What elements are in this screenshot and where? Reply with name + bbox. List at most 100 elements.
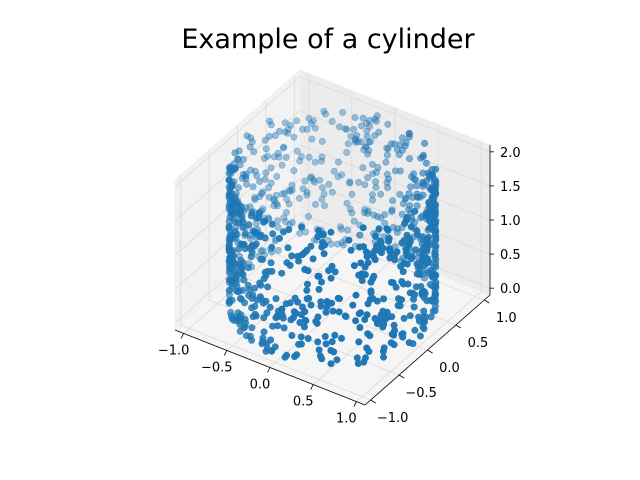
scatter-point <box>251 284 259 292</box>
scatter-point <box>357 259 365 267</box>
scatter-point <box>235 184 243 192</box>
scatter-point <box>362 143 370 151</box>
scatter-point <box>374 164 382 172</box>
scatter-point <box>371 115 379 123</box>
scatter-point <box>346 178 354 186</box>
scatter-point <box>270 197 278 205</box>
scatter-point <box>311 124 319 132</box>
scatter-point <box>228 296 236 304</box>
scatter-point <box>365 147 373 155</box>
scatter-point <box>328 338 336 346</box>
scatter-point <box>337 223 345 231</box>
scatter-point <box>274 247 282 255</box>
scatter-point <box>280 143 288 151</box>
axes-lines <box>174 145 494 407</box>
scatter-point <box>372 168 380 176</box>
scatter-point <box>270 153 278 161</box>
scatter-point <box>268 267 276 275</box>
scatter-point <box>406 289 414 297</box>
scatter-point <box>266 117 274 125</box>
scatter-point <box>321 241 329 249</box>
scatter-point <box>365 138 373 146</box>
scatter-point <box>350 217 358 225</box>
scatter-point <box>328 188 336 196</box>
scatter-point <box>363 133 371 141</box>
scatter-point <box>342 312 350 320</box>
x-tick-label: 0.5 <box>293 395 314 410</box>
y-tick-mark <box>427 349 433 354</box>
scatter-point <box>317 302 325 310</box>
scatter-point <box>364 207 372 215</box>
x-tick-mark <box>267 367 271 373</box>
scatter-point <box>288 252 296 260</box>
scatter-point <box>419 191 427 199</box>
scatter-point <box>413 270 421 278</box>
scatter-point <box>388 330 396 338</box>
scatter-point <box>260 328 268 336</box>
scatter-point <box>304 213 312 221</box>
scatter-point <box>251 302 259 310</box>
scatter-point <box>427 186 435 194</box>
scatter-point <box>232 231 240 239</box>
scatter-point <box>431 249 439 257</box>
scatter-point <box>306 174 314 182</box>
scatter-point <box>383 225 391 233</box>
scatter-point <box>293 117 301 125</box>
scatter-point <box>307 242 315 250</box>
scatter-point <box>357 122 365 130</box>
scatter-point <box>432 263 440 271</box>
scatter-point <box>410 303 418 311</box>
scatter-point <box>261 234 269 242</box>
scatter-point <box>242 319 250 327</box>
scatter-point <box>419 151 427 159</box>
x-tick-label: −0.5 <box>201 360 233 375</box>
scatter-point <box>320 107 328 115</box>
scatter-point <box>305 153 313 161</box>
scatter-point <box>327 274 335 282</box>
scatter-point <box>328 299 336 307</box>
scatter-point <box>271 132 279 140</box>
scatter-point <box>364 150 372 158</box>
scatter-point <box>288 186 296 194</box>
scatter-point <box>375 225 383 233</box>
scatter-point <box>286 261 294 269</box>
scatter-point <box>359 164 367 172</box>
scatter-point <box>283 195 291 203</box>
scatter-point <box>354 138 362 146</box>
scatter-point <box>413 182 421 190</box>
scatter-point <box>303 280 311 288</box>
scatter-point <box>398 330 406 338</box>
scatter-point <box>382 158 390 166</box>
gridline-z-back <box>299 144 491 221</box>
scatter-point <box>413 227 421 235</box>
scatter-point <box>302 317 310 325</box>
scatter-point <box>267 259 275 267</box>
y-tick-mark <box>484 299 490 304</box>
scatter-point <box>384 237 392 245</box>
scatter-point <box>272 191 280 199</box>
scatter-point <box>281 218 289 226</box>
scatter-point <box>267 336 275 344</box>
scatter-point <box>428 272 436 280</box>
z-tick-label: 1.5 <box>500 180 521 195</box>
scatter-point <box>415 313 423 321</box>
scatter-point <box>398 210 406 218</box>
scatter-point <box>327 228 335 236</box>
scatter-point <box>251 167 259 175</box>
scatter-point <box>420 274 428 282</box>
scatter-point <box>321 332 329 340</box>
scatter-point <box>311 200 319 208</box>
scatter-point <box>335 123 343 131</box>
scatter-point <box>316 176 324 184</box>
scatter-point <box>360 146 368 154</box>
scatter-point <box>225 169 233 177</box>
scatter-point <box>259 255 267 263</box>
scatter-point <box>331 331 339 339</box>
scatter-point <box>425 198 433 206</box>
scatter-point <box>252 220 260 228</box>
scatter-point <box>351 136 359 144</box>
z-tick-label: 0.5 <box>500 248 521 263</box>
scatter-point <box>251 194 259 202</box>
scatter-point <box>239 286 247 294</box>
